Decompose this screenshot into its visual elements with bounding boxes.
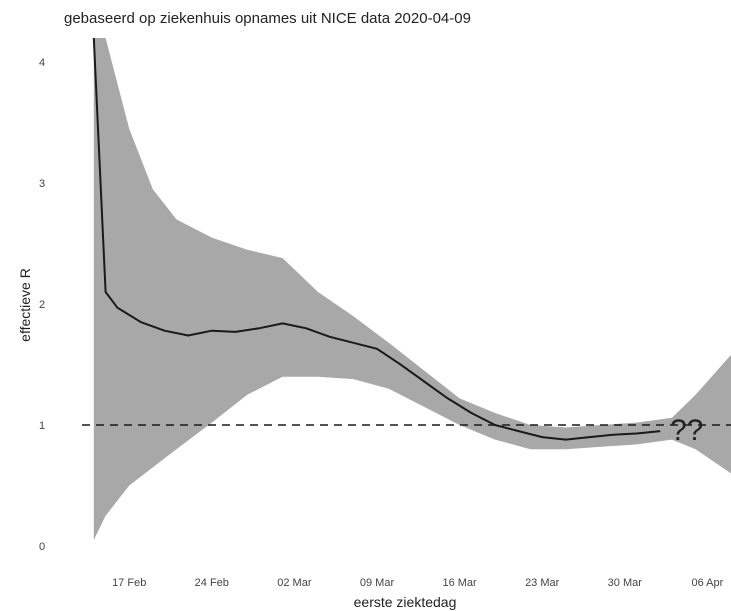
y-tick-label: 0 (39, 541, 45, 553)
chart-title: gebaseerd op ziekenhuis opnames uit NICE… (64, 10, 471, 27)
y-tick-label: 1 (39, 420, 45, 432)
confidence-band (93, 38, 731, 540)
series-line-layer (92, 37, 661, 441)
x-tick-label: 02 Mar (277, 577, 312, 589)
x-tick-label: 30 Mar (608, 577, 643, 589)
x-tick-label: 24 Feb (195, 577, 229, 589)
x-axis-label: eerste ziektedag (354, 594, 457, 610)
y-tick-layer: 0 1 2 3 4 (39, 57, 45, 553)
x-tick-label: 09 Mar (360, 577, 395, 589)
uncertainty-annotation: ?? (670, 414, 703, 447)
y-tick-label: 4 (39, 57, 45, 69)
x-tick-label: 16 Mar (442, 577, 477, 589)
series-line-0 (92, 37, 661, 441)
y-tick-label: 2 (39, 299, 45, 311)
x-tick-label: 17 Feb (112, 577, 146, 589)
y-tick-label: 3 (39, 178, 45, 190)
x-tick-label: 23 Mar (525, 577, 560, 589)
x-tick-label: 06 Apr (691, 577, 723, 589)
x-tick-layer: 17 Feb 24 Feb 02 Mar 09 Mar 16 Mar 23 Mar 30 M… (112, 577, 724, 589)
confidence-band-layer (93, 38, 731, 540)
y-axis-label: effectieve R (17, 268, 33, 342)
